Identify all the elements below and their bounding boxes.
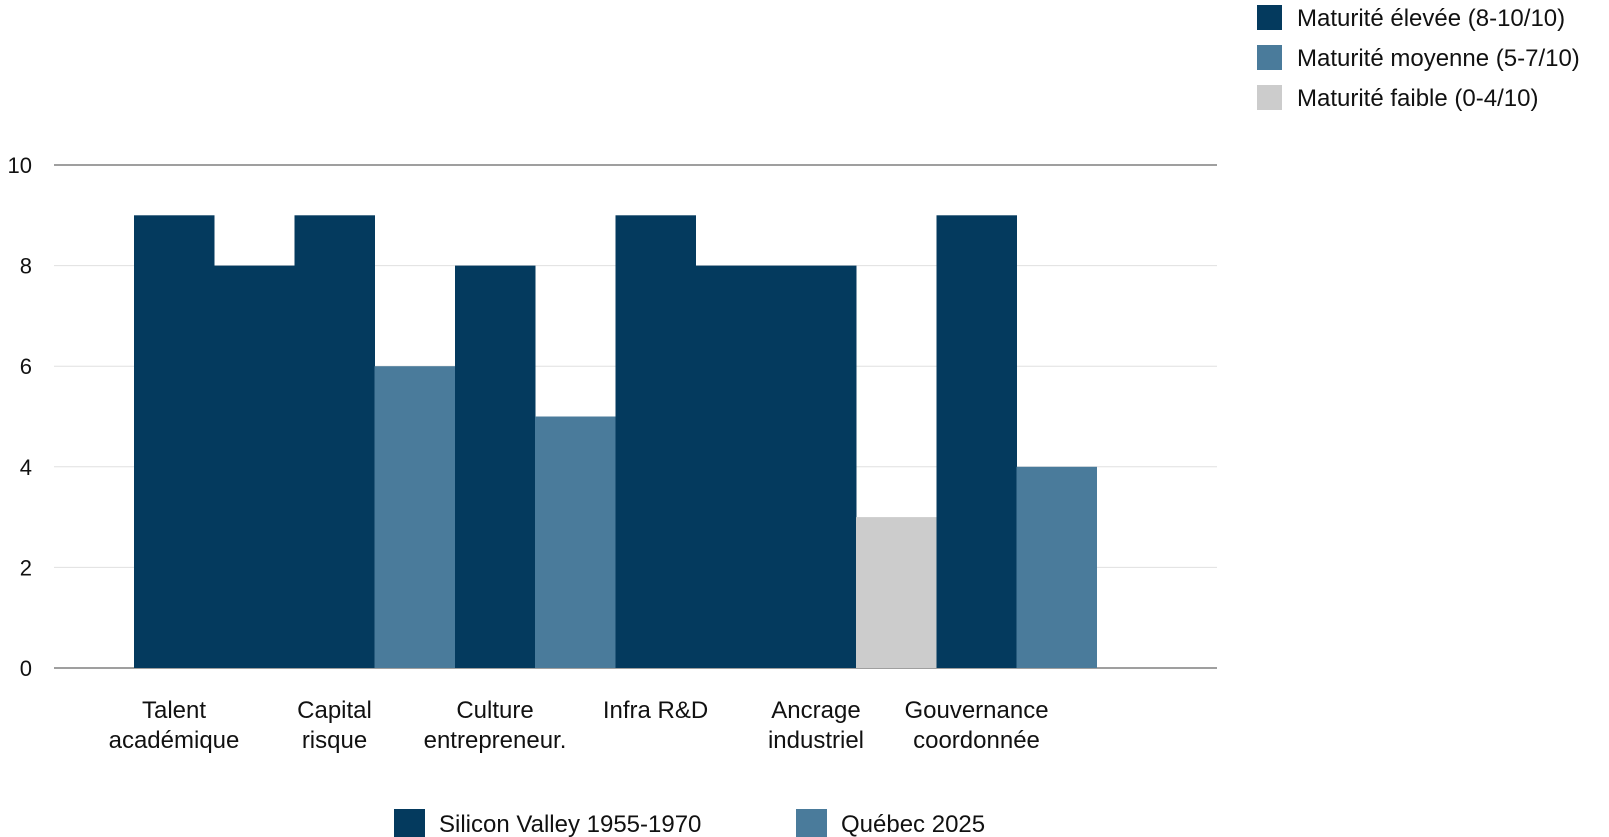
legend-swatch bbox=[1257, 45, 1282, 70]
axis-layer: 0 2 4 6 8 10 Talent académique Capital risque Cult… bbox=[8, 153, 1049, 754]
bar bbox=[936, 215, 1017, 669]
series-legend: Silicon Valley 1955-1970 Québec 2025 bbox=[394, 809, 985, 837]
legend-swatch bbox=[796, 809, 827, 837]
bar bbox=[776, 265, 857, 668]
y-tick-label: 4 bbox=[20, 455, 32, 480]
bar bbox=[214, 265, 295, 668]
x-tick-label: industriel bbox=[768, 727, 864, 754]
x-tick-label: coordonnée bbox=[913, 727, 1040, 754]
x-tick-label: entrepreneur. bbox=[424, 727, 567, 754]
x-tick-label: Capital bbox=[297, 697, 372, 724]
bar bbox=[1016, 466, 1097, 668]
legend-swatch bbox=[394, 809, 425, 837]
legend-swatch bbox=[1257, 5, 1282, 30]
bar bbox=[374, 366, 455, 668]
y-tick-label: 0 bbox=[20, 656, 32, 681]
y-tick-label: 10 bbox=[8, 153, 32, 178]
bar bbox=[856, 517, 937, 668]
legend-label: Silicon Valley 1955-1970 bbox=[439, 811, 701, 837]
bar bbox=[695, 265, 776, 668]
x-tick-label: académique bbox=[109, 727, 240, 754]
legend-label: Maturité moyenne (5-7/10) bbox=[1297, 45, 1580, 72]
bars-layer bbox=[134, 215, 1097, 669]
x-tick-label: Gouvernance bbox=[904, 697, 1048, 724]
bar bbox=[615, 215, 696, 669]
x-tick-label: Culture bbox=[456, 697, 533, 724]
level-legend: Maturité élevée (8-10/10) Maturité moyenn… bbox=[1257, 5, 1580, 112]
x-tick-label: Infra R&D bbox=[603, 697, 708, 724]
x-tick-label: Ancrage bbox=[771, 697, 860, 724]
bar bbox=[535, 416, 616, 668]
bar bbox=[294, 215, 375, 669]
legend-label: Maturité faible (0-4/10) bbox=[1297, 85, 1538, 112]
y-tick-label: 2 bbox=[20, 555, 32, 580]
bar bbox=[455, 265, 536, 668]
x-tick-label: Talent bbox=[142, 697, 206, 724]
legend-swatch bbox=[1257, 85, 1282, 110]
bar bbox=[134, 215, 215, 669]
x-tick-label: risque bbox=[302, 727, 367, 754]
legend-label: Québec 2025 bbox=[841, 811, 985, 837]
y-tick-label: 8 bbox=[20, 254, 32, 279]
legend-label: Maturité élevée (8-10/10) bbox=[1297, 5, 1565, 32]
y-tick-label: 6 bbox=[20, 354, 32, 379]
